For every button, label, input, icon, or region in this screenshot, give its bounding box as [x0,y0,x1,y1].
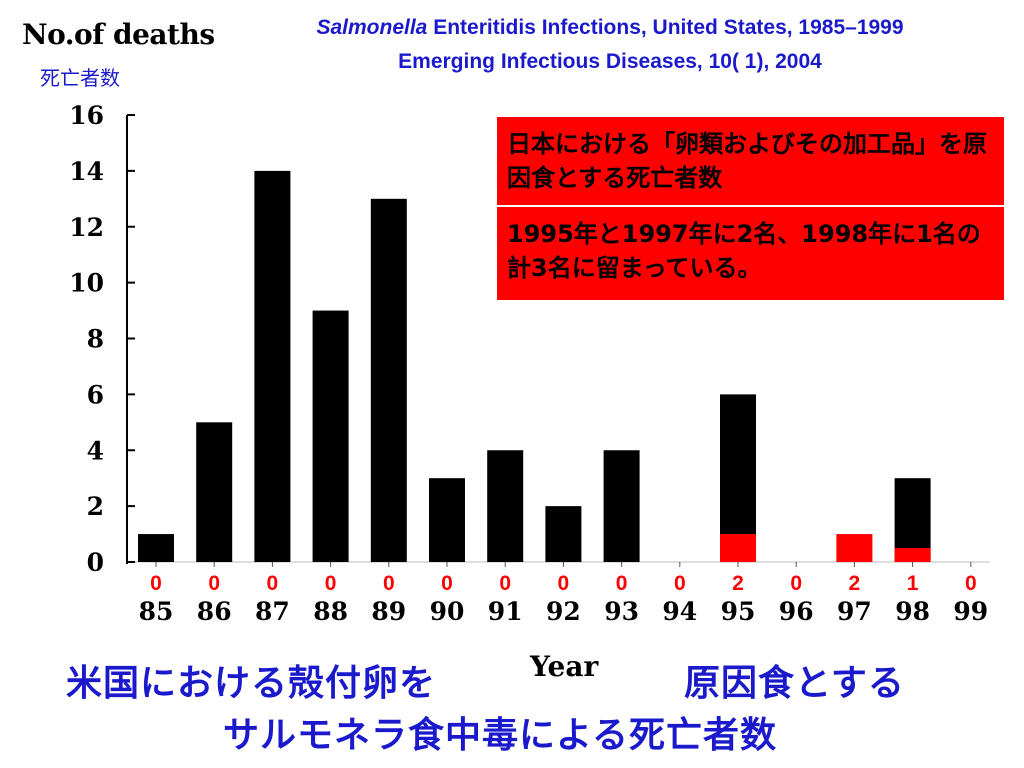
x-tick-label: 89 [371,597,406,626]
japan-count-label: 0 [558,572,570,595]
x-axis-title: Year [530,650,599,683]
chart-title: Salmonella Enteritidis Infections, Unite… [200,16,1020,40]
chart-title-rest: Enteritidis Infections, United States, 1… [427,16,904,39]
bar-us-87 [254,170,291,562]
x-tick-label: 98 [895,597,930,626]
chart-subtitle: Emerging Infectious Diseases, 10( 1), 20… [398,50,822,73]
japan-count-label: 0 [150,572,162,595]
japan-count-label: 0 [267,572,279,595]
y-axis-title-jp: 死亡者数 [40,66,120,90]
bar-us-89 [370,198,407,562]
x-tick-label: 93 [604,597,639,626]
x-tick-label: 96 [779,597,814,626]
japan-count-label: 2 [732,572,744,595]
bar-japan-95 [720,534,756,562]
x-tick-label: 90 [430,597,465,626]
x-tick-label: 92 [546,597,581,626]
japan-count-label: 0 [441,572,453,595]
x-tick-label: 91 [488,597,523,626]
bar-us-91 [487,450,524,562]
y-axis-title-en: No.of deaths [22,18,215,51]
chart-title-italic: Salmonella [316,16,428,39]
japan-note-box: 日本における「卵類およびその加工品」を原因食とする死亡者数 1995年と1997… [497,117,1004,300]
bar-japan-98 [894,548,931,562]
japan-count-label: 1 [907,572,919,595]
y-tick-label: 4 [87,436,104,465]
bar-us-88 [312,310,349,562]
x-tick-label: 97 [837,597,872,626]
x-tick-label: 86 [197,597,232,626]
bar-us-85 [138,534,174,562]
x-tick-label: 95 [721,597,756,626]
bar-us-90 [429,478,465,562]
japan-count-label: 0 [790,572,802,595]
y-tick-label: 14 [69,157,104,186]
japan-count-label: 0 [208,572,220,595]
japan-count-label: 0 [325,572,337,595]
x-tick-label: 88 [313,597,348,626]
japan-count-label: 0 [616,572,628,595]
japan-count-label: 2 [849,572,861,595]
bar-us-92 [545,506,582,562]
japan-count-label: 0 [499,572,511,595]
bar-us-86 [196,422,233,562]
x-tick-label: 85 [139,597,174,626]
bar-japan-97 [836,534,873,562]
japan-note-heading: 日本における「卵類およびその加工品」を原因食とする死亡者数 [507,130,987,192]
caption-part1: 米国における殻付卵を [66,663,437,704]
japan-note-body: 1995年と1997年に2名、1998年に1名の計3名に留まっている。 [507,220,981,282]
y-tick-label: 12 [69,213,104,242]
y-tick-label: 8 [87,325,104,354]
caption-part3: サルモネラ食中毒による死亡者数 [223,715,777,756]
x-tick-label: 94 [662,597,697,626]
y-tick-label: 0 [87,548,104,577]
x-tick-label: 87 [255,597,290,626]
caption-part2: 原因食とする [684,663,905,704]
y-tick-label: 16 [69,101,104,130]
y-tick-label: 10 [69,269,104,298]
y-tick-label: 6 [87,380,104,409]
bar-us-93 [603,450,640,562]
y-tick-label: 2 [87,492,104,521]
note-divider [497,205,1004,207]
japan-count-label: 0 [383,572,395,595]
japan-count-label: 0 [674,572,686,595]
japan-count-label: 0 [965,572,977,595]
x-tick-label: 99 [953,597,988,626]
